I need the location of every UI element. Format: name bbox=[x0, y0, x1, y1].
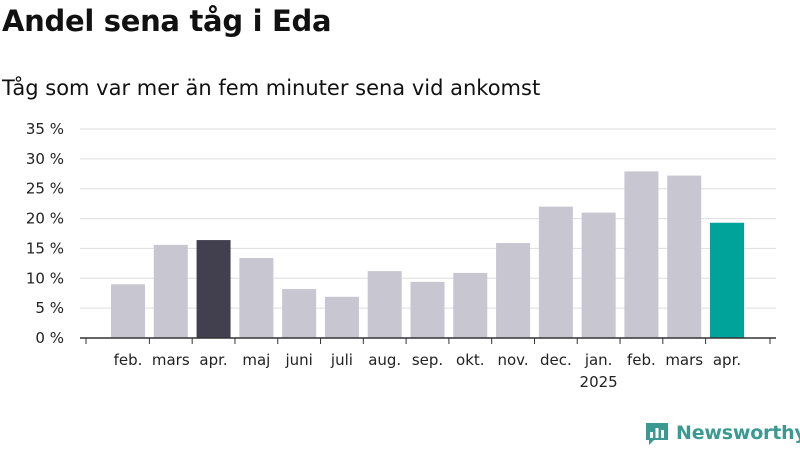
newsworthy-logo-icon bbox=[646, 423, 668, 445]
x-tick-label: aug. bbox=[368, 351, 401, 369]
bar bbox=[196, 240, 231, 338]
bar bbox=[710, 222, 744, 338]
y-tick-label: 10 % bbox=[26, 269, 64, 287]
x-tick-label: juni bbox=[284, 351, 312, 369]
bar bbox=[538, 206, 573, 338]
y-tick-label: 25 % bbox=[26, 180, 64, 198]
x-tick-label: juli bbox=[330, 351, 353, 369]
bar bbox=[624, 171, 659, 338]
x-tick-label: mars bbox=[665, 351, 703, 369]
x-tick-label: apr. bbox=[713, 351, 741, 369]
x-tick-label: jan. bbox=[584, 351, 613, 369]
y-tick-label: 15 % bbox=[26, 239, 64, 257]
y-tick-label: 20 % bbox=[26, 210, 64, 228]
x-tick-label: sep. bbox=[412, 351, 443, 369]
y-tick-label: 0 % bbox=[35, 329, 64, 347]
bar bbox=[153, 244, 188, 338]
x-tick-label: feb. bbox=[114, 351, 143, 369]
x-tick-label: feb. bbox=[627, 351, 656, 369]
y-tick-label: 35 % bbox=[26, 120, 64, 138]
bar bbox=[239, 257, 274, 338]
x-axis bbox=[80, 337, 776, 344]
x-tick-label: okt. bbox=[456, 351, 485, 369]
tick-labels: 0 %5 %10 %15 %20 %25 %30 %35 %feb. mars ap… bbox=[26, 120, 741, 391]
x-tick-label: dec. bbox=[540, 351, 572, 369]
bar bbox=[410, 281, 445, 338]
bar bbox=[282, 289, 317, 338]
bars bbox=[111, 171, 744, 338]
newsworthy-logo: Newsworthy bbox=[644, 420, 800, 446]
y-tick-label: 5 % bbox=[35, 299, 64, 317]
x-year-label: 2025 bbox=[580, 373, 618, 391]
chart-title: Andel sena tåg i Eda bbox=[2, 4, 332, 38]
bar bbox=[453, 272, 488, 338]
gridlines bbox=[80, 128, 776, 309]
bar bbox=[496, 243, 531, 338]
x-tick-label: mars bbox=[152, 351, 190, 369]
brand-name: Newsworthy bbox=[676, 422, 800, 444]
bar bbox=[367, 271, 402, 338]
bar bbox=[111, 284, 145, 338]
x-tick-label: nov. bbox=[497, 351, 528, 369]
chart-subtitle: Tåg som var mer än fem minuter sena vid … bbox=[2, 76, 541, 100]
bar bbox=[324, 296, 359, 338]
bar bbox=[667, 175, 702, 338]
y-tick-label: 30 % bbox=[26, 150, 64, 168]
x-tick-label: apr. bbox=[199, 351, 227, 369]
bar bbox=[581, 212, 616, 338]
x-tick-label: maj bbox=[242, 351, 270, 369]
